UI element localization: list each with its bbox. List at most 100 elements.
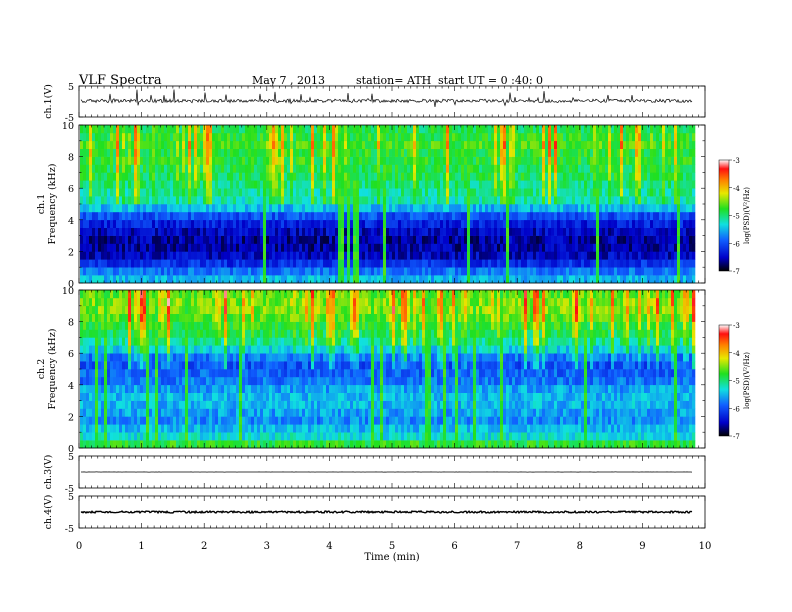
ch1-spec-cell (581, 180, 585, 189)
ch1-spec-cell (281, 180, 285, 189)
ch1-spec-cell (92, 196, 96, 205)
ch1-spec-cell (401, 196, 405, 205)
ch1-spec-cell (395, 204, 399, 213)
ch1-spec-cell (668, 188, 672, 197)
ch1-spec-cell (362, 132, 366, 142)
ch1-spec-cell (518, 125, 522, 134)
ch1-spec-cell (599, 251, 603, 260)
ch1-spec-cell (95, 132, 99, 142)
ch2-spec-cell (167, 416, 171, 425)
ch1-spec-cell (161, 267, 165, 276)
ch2-spec-cell (125, 353, 129, 362)
ch2-spec-cell (86, 432, 90, 441)
ch1-spec-cell (554, 204, 558, 213)
ch2-spec-cell (110, 408, 114, 417)
ch1-spec-cell (236, 140, 240, 149)
ch2-spec-cell (161, 297, 165, 307)
ch1-spec-cell (377, 267, 381, 276)
ch1-spec-cell (605, 204, 609, 213)
ch1-spec-cell (173, 243, 177, 252)
ch1-spec-cell (614, 204, 618, 213)
ch1-spec-cell (476, 125, 480, 134)
ch1-spec-cell (290, 180, 294, 189)
ch1-spec-cell (470, 196, 474, 205)
ch1-spec-cell (299, 204, 303, 213)
ch1-spec-cell (89, 251, 93, 260)
ch1-spec-cell (587, 219, 591, 228)
ch1-spec-cell (167, 148, 171, 157)
ch2-spec-cell (182, 392, 186, 401)
ch1-spec-cell (113, 211, 117, 221)
ch1-spec-cell (584, 275, 588, 284)
ch1-spec-cell (224, 251, 228, 260)
ch1-spec-cell (626, 196, 630, 205)
ch1-spec-cell (131, 148, 135, 157)
ch1-spec-cell (359, 140, 363, 149)
ch1-spec-cell (404, 156, 408, 165)
ch1-spec-cell (269, 219, 273, 228)
ch1-spec-cell (665, 259, 669, 268)
ch1-spec-cell (206, 132, 210, 142)
ch1-spec-cell (245, 227, 249, 236)
ch1-spec-cell (638, 235, 642, 244)
ch1-spec-cell (473, 148, 477, 157)
ch2-spec-cell (158, 297, 162, 307)
ch1-spec-cell (413, 148, 417, 157)
ch1-spec-cell (170, 148, 174, 157)
ch1-spec-cell (233, 172, 237, 181)
ch1-spec-cell (572, 251, 576, 260)
ch1-spec-cell (407, 251, 411, 260)
ch1-spec-cell (155, 132, 159, 142)
ch1-spec-cell (254, 259, 258, 268)
ch1-spec-cell (647, 172, 651, 181)
ch1-spec-cell (209, 275, 213, 284)
ch1-spec-cell (296, 267, 300, 276)
ch1-spec-cell (617, 180, 621, 189)
ch1-spec-cell (428, 243, 432, 252)
ch1-spec-cell (164, 235, 168, 244)
ch2-spec-cell (104, 321, 108, 330)
ch1-spec-cell (155, 204, 159, 213)
ch1-spec-cell (131, 204, 135, 213)
ch1-spec-cell (674, 211, 678, 221)
ch2-spec-cell (80, 321, 84, 330)
ch2-spec-cell (80, 297, 84, 307)
ch1-spec-cell (593, 156, 597, 165)
ch1-spec-cell (107, 227, 111, 236)
ch1-spec-cell (239, 259, 243, 268)
ch2-spec-cell (182, 408, 186, 417)
ch1-spec-cell (227, 188, 231, 197)
ch1-spec-cell (245, 204, 249, 213)
ch1-spec-cell (317, 140, 321, 149)
ch1-spec-cell (278, 267, 282, 276)
ch1-spec-cell (563, 164, 567, 173)
ch1-spec-cell (320, 204, 324, 213)
ch1-spec-cell (560, 227, 564, 236)
ch1-spec-cell (377, 227, 381, 236)
ch1-spec-cell (194, 156, 198, 165)
ch1-spec-cell (164, 243, 168, 252)
ch2-spec-cell (197, 353, 201, 362)
ch2-spec-cell (104, 353, 108, 362)
ch1-spec-cell (659, 148, 663, 157)
ch1-spec-cell (686, 196, 690, 205)
ch2-spec-cell (89, 361, 93, 370)
ch1-spec-cell (692, 204, 696, 213)
ch1-spec-cell (686, 132, 690, 142)
ch1-spec-cell (131, 140, 135, 149)
ch1-spec-cell (233, 267, 237, 276)
ch1-spec-cell (407, 211, 411, 221)
ch1-spec-cell (290, 251, 294, 260)
ch1-spec-cell (539, 140, 543, 149)
ch1-spec-cell (89, 196, 93, 205)
ch1-spec-cell (488, 219, 492, 228)
ch2-spec-cell (200, 424, 204, 433)
ch1-spec-cell (359, 275, 363, 284)
ch1-spec-cell (227, 156, 231, 165)
ch1-spec-cell (236, 180, 240, 189)
ch1-spec-cell (191, 196, 195, 205)
ch1-spec-cell (206, 243, 210, 252)
ch1-spec-cell (449, 188, 453, 197)
ch1-spec-cell (629, 164, 633, 173)
